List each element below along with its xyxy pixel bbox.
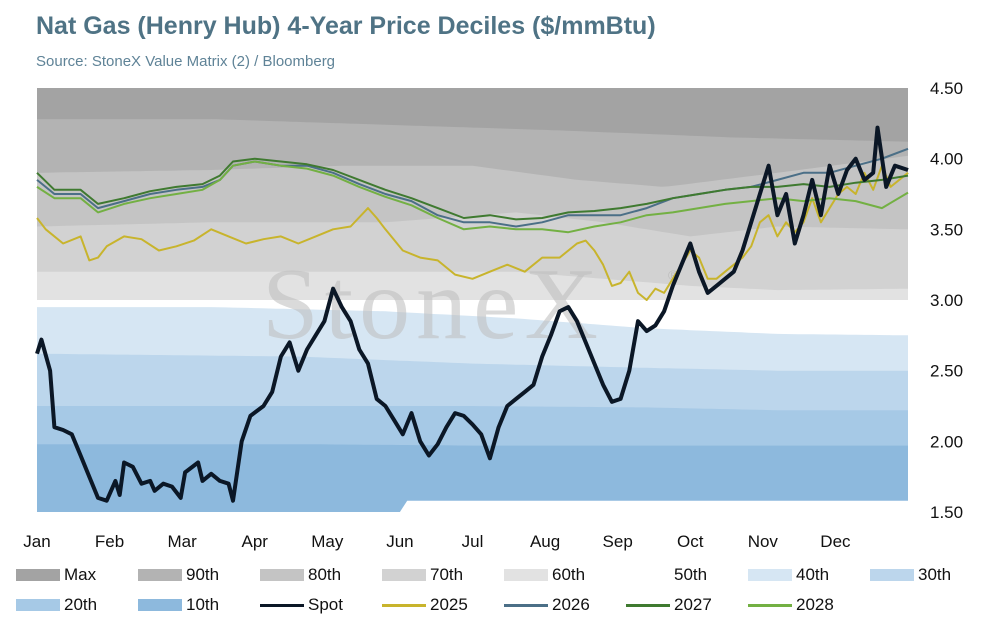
legend-item-10th: 10th — [138, 595, 219, 615]
legend-swatch — [382, 603, 426, 607]
legend-item-2026: 2026 — [504, 595, 590, 615]
legend-swatch — [626, 603, 670, 607]
decile-chart: StoneX ® 4.50 4.00 3.50 3.00 2.50 2.00 1.50 Ja… — [23, 79, 963, 551]
y-tick-label: 3.50 — [930, 220, 963, 239]
legend-item-80th: 80th — [260, 565, 341, 585]
y-tick-label: 1.50 — [930, 503, 963, 522]
x-tick-label: Jun — [386, 532, 413, 551]
legend-swatch — [504, 569, 548, 581]
legend-swatch — [626, 569, 670, 581]
legend-swatch — [16, 569, 60, 581]
y-tick-label: 3.00 — [930, 291, 963, 310]
legend-label: 60th — [552, 565, 586, 584]
x-tick-label: Apr — [242, 532, 269, 551]
band-10th — [37, 444, 908, 512]
legend-label: 10th — [186, 595, 220, 614]
legend-label: 2028 — [796, 595, 834, 614]
legend-item-spot: Spot — [260, 595, 343, 615]
legend-swatch — [748, 569, 792, 581]
y-tick-label: 4.00 — [930, 150, 963, 169]
legend-swatch — [138, 599, 182, 611]
x-tick-label: Aug — [530, 532, 560, 551]
y-tick-label: 2.00 — [930, 432, 963, 451]
chart-title: Nat Gas (Henry Hub) 4-Year Price Deciles… — [36, 12, 656, 40]
legend-label: Max — [64, 565, 97, 584]
legend-swatch — [260, 569, 304, 581]
x-tick-label: Jan — [23, 532, 50, 551]
series-line-2026 — [36, 147, 909, 228]
series-line-2028 — [36, 160, 909, 234]
legend-item-70th: 70th — [382, 565, 463, 585]
chart-subtitle: Source: StoneX Value Matrix (2) / Bloomb… — [36, 53, 336, 70]
legend-swatch — [504, 603, 548, 607]
legend-item-50th: 50th — [626, 565, 707, 585]
legend-item-max: Max — [16, 565, 96, 585]
x-tick-label: Sep — [603, 532, 633, 551]
legend-label: 30th — [918, 565, 952, 584]
legend-swatch — [870, 569, 914, 581]
legend-item-90th: 90th — [138, 565, 219, 585]
legend-label: 80th — [308, 565, 342, 584]
stonex-watermark: StoneX — [262, 248, 604, 361]
legend-item-20th: 20th — [16, 595, 97, 615]
legend-swatch — [260, 603, 304, 607]
legend-item-2025: 2025 — [382, 595, 468, 615]
legend-swatch — [748, 603, 792, 607]
legend-label: 90th — [186, 565, 220, 584]
legend-label: 20th — [64, 595, 98, 614]
legend-item-2027: 2027 — [626, 595, 712, 615]
legend-item-40th: 40th — [748, 565, 829, 585]
legend-item-30th: 30th — [870, 565, 951, 585]
band-min — [37, 500, 908, 512]
legend-label: 2026 — [552, 595, 590, 614]
y-tick-label: 2.50 — [930, 362, 963, 381]
legend-label: 2025 — [430, 595, 468, 614]
x-tick-label: Dec — [820, 532, 851, 551]
x-tick-label: Oct — [677, 532, 704, 551]
x-tick-label: Feb — [95, 532, 124, 551]
legend-swatch — [138, 569, 182, 581]
x-axis: Jan Feb Mar Apr May Jun Jul Aug Sep Oct Nov Dec — [23, 532, 851, 551]
price-lines — [35, 125, 909, 503]
legend-label: Spot — [308, 595, 343, 614]
legend-label: 2027 — [674, 595, 712, 614]
legend-label: 50th — [674, 565, 708, 584]
x-tick-label: Nov — [748, 532, 779, 551]
decile-bands — [37, 88, 908, 513]
legend-item-60th: 60th — [504, 565, 585, 585]
series-line-2025 — [36, 164, 909, 301]
legend-label: 40th — [796, 565, 830, 584]
watermark-registered-mark: ® — [668, 267, 679, 283]
x-tick-label: May — [311, 532, 344, 551]
legend-swatch — [16, 599, 60, 611]
x-tick-label: Mar — [168, 532, 198, 551]
legend-swatch — [382, 569, 426, 581]
series-line-spot — [35, 125, 909, 503]
x-tick-label: Jul — [462, 532, 484, 551]
y-tick-label: 4.50 — [930, 79, 963, 98]
legend-label: 70th — [430, 565, 464, 584]
y-axis: 4.50 4.00 3.50 3.00 2.50 2.00 1.50 — [930, 79, 963, 522]
legend-item-2028: 2028 — [748, 595, 834, 615]
series-line-2027 — [36, 157, 909, 221]
